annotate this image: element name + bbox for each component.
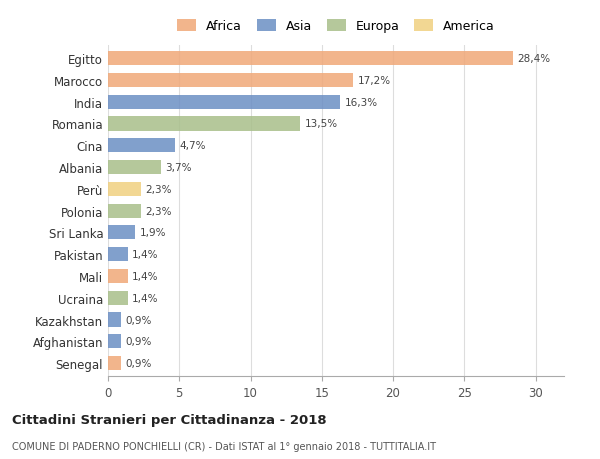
Text: 2,3%: 2,3% <box>145 206 172 216</box>
Text: 1,4%: 1,4% <box>132 293 159 303</box>
Bar <box>108 161 161 175</box>
Text: 0,9%: 0,9% <box>125 336 151 347</box>
Bar <box>108 247 128 262</box>
Bar <box>108 356 121 370</box>
Bar <box>108 226 135 240</box>
Text: 1,9%: 1,9% <box>139 228 166 238</box>
Bar <box>108 52 513 66</box>
Text: 3,7%: 3,7% <box>165 162 191 173</box>
Text: 1,4%: 1,4% <box>132 271 159 281</box>
Bar <box>108 139 175 153</box>
Bar <box>108 117 301 131</box>
Text: 4,7%: 4,7% <box>179 141 206 151</box>
Text: 17,2%: 17,2% <box>358 76 391 86</box>
Text: 28,4%: 28,4% <box>517 54 550 64</box>
Bar <box>108 291 128 305</box>
Text: 16,3%: 16,3% <box>344 97 377 107</box>
Bar <box>108 95 340 110</box>
Bar <box>108 182 141 196</box>
Text: COMUNE DI PADERNO PONCHIELLI (CR) - Dati ISTAT al 1° gennaio 2018 - TUTTITALIA.I: COMUNE DI PADERNO PONCHIELLI (CR) - Dati… <box>12 441 436 451</box>
Legend: Africa, Asia, Europa, America: Africa, Asia, Europa, America <box>177 19 495 33</box>
Bar <box>108 204 141 218</box>
Text: 2,3%: 2,3% <box>145 185 172 195</box>
Bar <box>108 269 128 284</box>
Bar <box>108 313 121 327</box>
Text: 0,9%: 0,9% <box>125 315 151 325</box>
Text: 0,9%: 0,9% <box>125 358 151 368</box>
Bar <box>108 335 121 349</box>
Text: Cittadini Stranieri per Cittadinanza - 2018: Cittadini Stranieri per Cittadinanza - 2… <box>12 413 326 426</box>
Text: 13,5%: 13,5% <box>305 119 338 129</box>
Text: 1,4%: 1,4% <box>132 250 159 260</box>
Bar <box>108 73 353 88</box>
